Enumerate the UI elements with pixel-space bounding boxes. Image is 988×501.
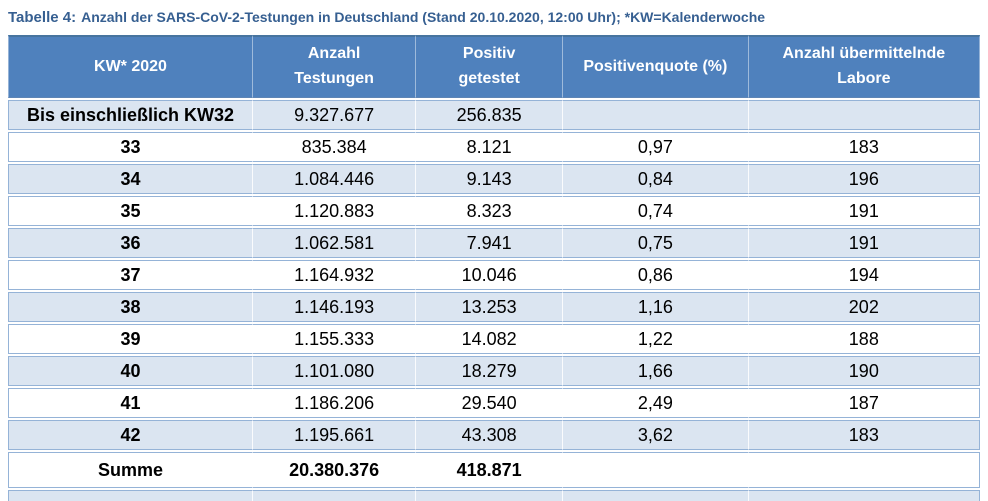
cell-tests: 1.084.446 <box>251 164 416 194</box>
cell-tests: 835.384 <box>251 132 416 162</box>
cell-positive: 7.941 <box>415 228 563 258</box>
cell-kw: 34 <box>8 164 252 194</box>
cell-labs: 188 <box>747 324 980 354</box>
cell-labs: 187 <box>747 388 980 418</box>
table-row: Bis einschließlich KW32 9.327.677 256.83… <box>8 100 980 130</box>
cell-kw: 35 <box>8 196 252 226</box>
cell-positive: 256.835 <box>415 100 563 130</box>
cell-kw: 39 <box>8 324 252 354</box>
table-row: 40 1.101.080 18.279 1,66 190 <box>8 356 980 386</box>
cell-rate: 0,97 <box>562 132 748 162</box>
cell-tests: 1.101.080 <box>251 356 416 386</box>
cell-positive: 18.279 <box>415 356 563 386</box>
cell-positive: 8.323 <box>415 196 563 226</box>
column-header-tests: Anzahl Testungen <box>251 35 416 98</box>
cell-kw: Bis einschließlich KW32 <box>8 100 252 130</box>
cell-tests: 1.164.932 <box>251 260 416 290</box>
cell-positive: 43.308 <box>415 420 563 450</box>
cell-labs: 191 <box>747 228 980 258</box>
cell-kw: 37 <box>8 260 252 290</box>
cell-rate <box>562 490 748 501</box>
cell-positive <box>415 490 563 501</box>
cell-positive: 10.046 <box>415 260 563 290</box>
cell-rate: 1,22 <box>562 324 748 354</box>
cell-tests: 1.146.193 <box>251 292 416 322</box>
cell-kw: 42 <box>8 420 252 450</box>
column-header-rate: Positivenquote (%) <box>562 35 748 98</box>
cell-tests: 1.062.581 <box>251 228 416 258</box>
cell-tests: 1.195.661 <box>251 420 416 450</box>
cell-tests: 9.327.677 <box>251 100 416 130</box>
cell-labs: 191 <box>747 196 980 226</box>
cell-positive: 418.871 <box>415 452 563 488</box>
cell-labs <box>747 100 980 130</box>
column-header-kw: KW* 2020 <box>8 35 252 98</box>
cell-tests: 1.120.883 <box>251 196 416 226</box>
column-header-labs: Anzahl übermittelnde Labore <box>747 35 980 98</box>
cell-tests <box>251 490 416 501</box>
cell-kw <box>8 490 252 501</box>
cell-rate: 2,49 <box>562 388 748 418</box>
cell-labs <box>747 452 980 488</box>
table-row: Summe 20.380.376 418.871 <box>8 452 980 488</box>
cell-kw: 40 <box>8 356 252 386</box>
table-row: 39 1.155.333 14.082 1,22 188 <box>8 324 980 354</box>
table-row: 41 1.186.206 29.540 2,49 187 <box>8 388 980 418</box>
cell-rate: 3,62 <box>562 420 748 450</box>
caption-text: Anzahl der SARS-CoV-2-Testungen in Deuts… <box>81 9 766 25</box>
caption-prefix: Tabelle 4: <box>8 9 77 26</box>
table-row: 37 1.164.932 10.046 0,86 194 <box>8 260 980 290</box>
table-row: 36 1.062.581 7.941 0,75 191 <box>8 228 980 258</box>
cell-positive: 29.540 <box>415 388 563 418</box>
cell-rate: 0,84 <box>562 164 748 194</box>
cell-rate: 1,66 <box>562 356 748 386</box>
cell-tests: 1.186.206 <box>251 388 416 418</box>
cell-kw: 41 <box>8 388 252 418</box>
cell-tests: 20.380.376 <box>251 452 416 488</box>
table-row: 38 1.146.193 13.253 1,16 202 <box>8 292 980 322</box>
table-row: 42 1.195.661 43.308 3,62 183 <box>8 420 980 450</box>
header-row: KW* 2020 Anzahl Testungen Positiv getest… <box>8 35 980 98</box>
cell-positive: 13.253 <box>415 292 563 322</box>
cell-rate <box>562 452 748 488</box>
cell-rate: 0,75 <box>562 228 748 258</box>
cell-rate: 0,86 <box>562 260 748 290</box>
table-row: 35 1.120.883 8.323 0,74 191 <box>8 196 980 226</box>
cell-labs: 196 <box>747 164 980 194</box>
cell-kw: 38 <box>8 292 252 322</box>
cell-kw: Summe <box>8 452 252 488</box>
table-row: 34 1.084.446 9.143 0,84 196 <box>8 164 980 194</box>
cell-positive: 9.143 <box>415 164 563 194</box>
cell-positive: 8.121 <box>415 132 563 162</box>
cell-labs: 202 <box>747 292 980 322</box>
cell-rate: 0,74 <box>562 196 748 226</box>
cell-rate <box>562 100 748 130</box>
cell-rate: 1,16 <box>562 292 748 322</box>
table-caption: Tabelle 4: Anzahl der SARS-CoV-2-Testunge… <box>0 0 988 28</box>
cell-positive: 14.082 <box>415 324 563 354</box>
testing-table: KW* 2020 Anzahl Testungen Positiv getest… <box>8 33 980 501</box>
cell-labs: 183 <box>747 420 980 450</box>
column-header-positive: Positiv getestet <box>415 35 563 98</box>
cell-labs: 183 <box>747 132 980 162</box>
cell-labs: 194 <box>747 260 980 290</box>
cell-tests: 1.155.333 <box>251 324 416 354</box>
partial-row <box>8 490 980 501</box>
cell-labs: 190 <box>747 356 980 386</box>
cell-kw: 36 <box>8 228 252 258</box>
cell-kw: 33 <box>8 132 252 162</box>
cell-labs <box>747 490 980 501</box>
table-row: 33 835.384 8.121 0,97 183 <box>8 132 980 162</box>
